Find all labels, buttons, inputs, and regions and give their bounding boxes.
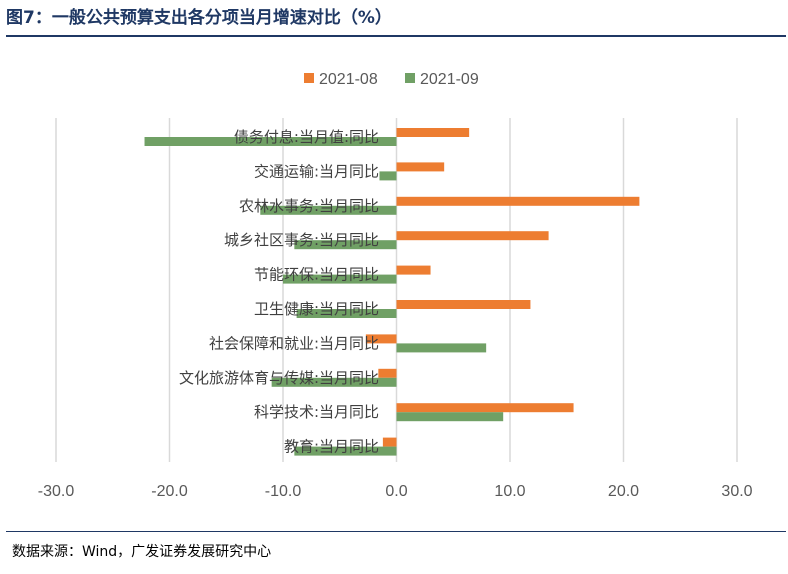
x-tick-label: 0.0 — [385, 483, 407, 500]
bar-series-2 — [294, 446, 397, 456]
figure-title: 图7：一般公共预算支出各分项当月增速对比（%） — [6, 8, 392, 28]
legend-swatch — [405, 73, 415, 83]
bar-series-1 — [396, 162, 445, 172]
bar-series-1 — [396, 231, 549, 241]
bar-series-2 — [379, 171, 397, 181]
source-note: 数据来源：Wind，广发证券发展研究中心 — [12, 544, 272, 560]
legend-label: 2021-08 — [319, 71, 378, 88]
bar-series-1 — [396, 128, 470, 137]
x-tick-label: -10.0 — [265, 483, 302, 500]
x-tick-label: 30.0 — [721, 483, 752, 500]
category-label: 债务付息:当月值:同比 — [234, 128, 379, 146]
category-label: 农林水事务:当月同比 — [239, 197, 379, 215]
category-label: 交通运输:当月同比 — [254, 162, 379, 180]
bar-series-1 — [382, 437, 397, 447]
bar-series-2 — [396, 412, 504, 422]
x-tick-labels: -30.0 -20.0 -10.0 0.0 10.0 20.0 30.0 — [38, 483, 753, 500]
x-tick-label: 10.0 — [494, 483, 525, 500]
x-tick-label: -20.0 — [151, 483, 188, 500]
footer-divider — [6, 531, 786, 532]
bar-series-2 — [144, 137, 397, 146]
bar-series-1 — [396, 403, 574, 413]
bar-series-2 — [283, 274, 397, 284]
category-label: 科学技术:当月同比 — [254, 403, 379, 421]
category-label: 社会保障和就业:当月同比 — [209, 334, 379, 352]
category-label: 教育:当月同比 — [284, 438, 379, 456]
category-labels: 债务付息:当月值:同比交通运输:当月同比农林水事务:当月同比城乡社区事务:当月同… — [179, 128, 379, 456]
bar-series-1 — [378, 368, 397, 378]
legend-label: 2021-09 — [420, 71, 479, 88]
bar-series-1 — [396, 300, 531, 309]
bars — [144, 128, 640, 456]
bar-series-1 — [396, 196, 640, 206]
title-divider — [6, 35, 786, 37]
bar-series-1 — [365, 334, 397, 344]
legend-swatch — [304, 73, 314, 83]
category-label: 文化旅游体育与传媒:当月同比 — [179, 369, 379, 387]
bar-series-2 — [260, 205, 397, 215]
x-tick-label: -30.0 — [38, 483, 75, 500]
category-label: 节能环保:当月同比 — [254, 266, 379, 284]
legend: 2021-08 2021-09 — [304, 71, 479, 88]
bar-series-2 — [294, 240, 397, 250]
bar-series-2 — [296, 309, 397, 318]
bar-chart: 债务付息:当月值:同比交通运输:当月同比农林水事务:当月同比城乡社区事务:当月同… — [38, 71, 753, 500]
category-label: 城乡社区事务:当月同比 — [224, 231, 379, 249]
bar-series-1 — [396, 265, 431, 275]
category-label: 卫生健康:当月同比 — [254, 300, 379, 318]
bar-series-2 — [271, 377, 397, 387]
bar-series-2 — [396, 343, 487, 353]
x-tick-label: 20.0 — [608, 483, 639, 500]
